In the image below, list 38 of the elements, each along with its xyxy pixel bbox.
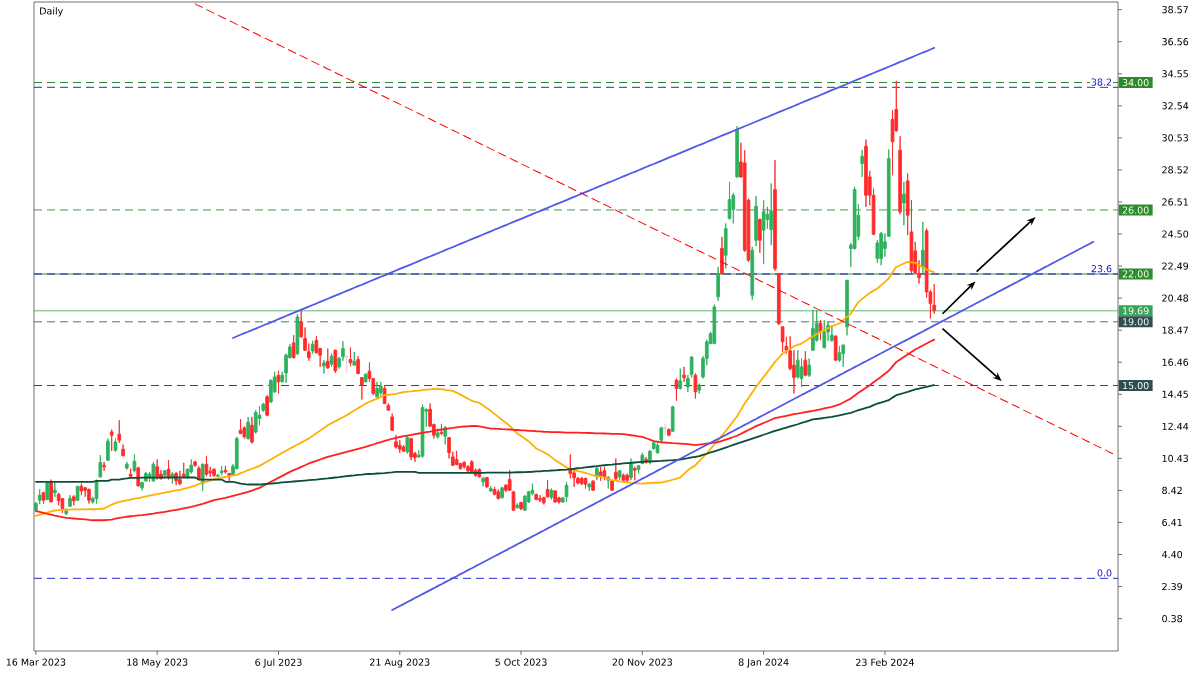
x-tick-label: 20 Nov 2023	[612, 658, 672, 666]
y-tick-label: 6.41	[1162, 518, 1182, 527]
y-tick-label: 34.55	[1162, 70, 1188, 78]
y-tick-label: 24.50	[1162, 230, 1189, 238]
ref-line-label: 22.00	[1122, 270, 1149, 278]
x-tick-label: 21 Aug 2023	[370, 658, 430, 668]
x-tick-label: 6 Jul 2023	[255, 658, 302, 668]
ref-line-label: 34.00	[1122, 78, 1149, 87]
y-tick-label: 4.40	[1162, 550, 1183, 559]
y-tick-label: 32.54	[1162, 102, 1189, 110]
y-tick-label: 22.49	[1162, 262, 1189, 270]
y-tick-label: 30.53	[1162, 134, 1188, 142]
y-tick-label: 20.48	[1162, 294, 1189, 302]
y-tick-label: 38.57	[1162, 6, 1188, 14]
x-tick-label: 16 Mar 2023	[6, 658, 66, 666]
x-tick-label: 18 May 2023	[127, 658, 188, 668]
y-tick-label: 2.39	[1162, 582, 1183, 591]
ref-line-label: 19.00	[1123, 318, 1149, 326]
x-tick-label: 5 Oct 2023	[495, 658, 547, 666]
x-tick-label: 8 Jan 2024	[738, 658, 789, 668]
text: Daily	[40, 7, 63, 17]
y-tick-label: 8.42	[1162, 486, 1182, 495]
annotation: 38.2	[1091, 78, 1112, 86]
y-tick-label: 28.52	[1162, 166, 1188, 174]
y-tick-label: 0.38	[1162, 615, 1183, 623]
y-tick-label: 14.45	[1162, 390, 1188, 398]
y-tick-label: 12.44	[1162, 422, 1189, 430]
ref-line-label: 26.00	[1122, 206, 1149, 214]
y-tick-label: 26.51	[1162, 198, 1188, 206]
y-tick-label: 16.46	[1162, 358, 1189, 366]
annotation: 23.6	[1091, 265, 1112, 273]
ref-line-label: 19.69	[1123, 307, 1149, 315]
ref-line-label: 15.00	[1123, 381, 1149, 390]
annotation: 0.0	[1097, 569, 1112, 577]
y-tick-label: 18.47	[1162, 326, 1188, 334]
x-tick-label: 23 Feb 2024	[856, 658, 914, 666]
y-tick-label: 36.56	[1162, 38, 1189, 46]
y-tick-label: 10.43	[1162, 454, 1188, 462]
